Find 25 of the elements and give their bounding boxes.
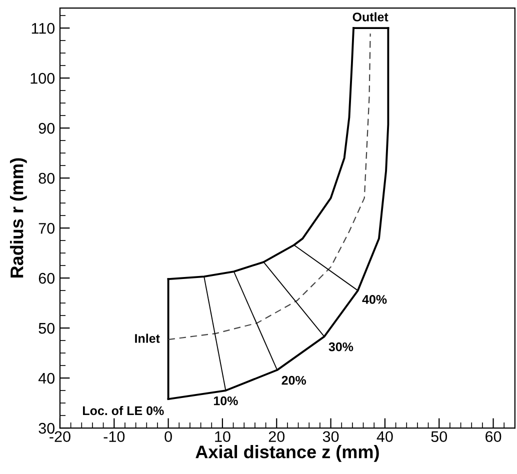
x-tick-label: 0 [164, 431, 172, 442]
annotation: 30% [328, 342, 354, 352]
x-tick-label: 20 [268, 431, 285, 442]
annotation: Inlet [135, 334, 160, 343]
x-tick-label: -10 [104, 431, 125, 442]
y-tick-label: 40 [38, 372, 55, 384]
annotation: Outlet [352, 12, 388, 22]
y-tick-label: 60 [38, 272, 55, 284]
y-tick-label: 50 [38, 322, 55, 334]
annotation: 40% [362, 295, 387, 304]
x-axis-title: Axial distance z (mm) [196, 445, 379, 462]
y-tick-label: 70 [38, 222, 55, 234]
x-tick-label: 30 [322, 431, 339, 442]
annotation: 20% [282, 376, 306, 385]
annotation: Loc. of LE 0% [83, 406, 164, 416]
y-axis-title: Radius r (mm) [10, 158, 27, 278]
x-tick-label: 50 [431, 431, 448, 442]
y-tick-label: 90 [38, 122, 55, 134]
y-tick-label: 100 [30, 72, 55, 84]
x-tick-label: 10 [215, 431, 230, 442]
x-tick-label: 60 [486, 431, 502, 442]
y-tick-label: 80 [38, 172, 55, 184]
annotation: 10% [214, 396, 238, 406]
x-tick-label: 40 [376, 431, 393, 442]
y-tick-label: 110 [32, 22, 55, 34]
